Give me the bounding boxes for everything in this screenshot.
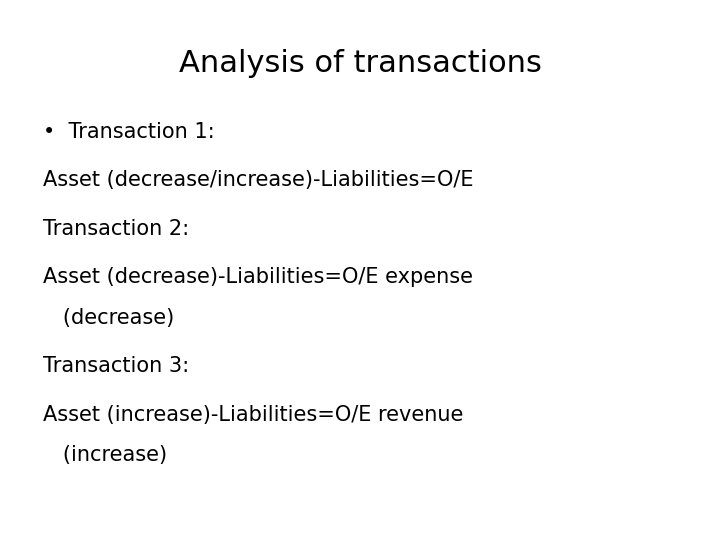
Text: Asset (increase)-Liabilities=O/E revenue: Asset (increase)-Liabilities=O/E revenue bbox=[43, 405, 464, 425]
Text: Transaction 2:: Transaction 2: bbox=[43, 219, 189, 239]
Text: (decrease): (decrease) bbox=[43, 308, 174, 328]
Text: Analysis of transactions: Analysis of transactions bbox=[179, 49, 541, 78]
Text: (increase): (increase) bbox=[43, 446, 167, 465]
Text: Transaction 3:: Transaction 3: bbox=[43, 356, 189, 376]
Text: •  Transaction 1:: • Transaction 1: bbox=[43, 122, 215, 141]
Text: Asset (decrease)-Liabilities=O/E expense: Asset (decrease)-Liabilities=O/E expense bbox=[43, 267, 473, 287]
Text: Asset (decrease/increase)-Liabilities=O/E: Asset (decrease/increase)-Liabilities=O/… bbox=[43, 170, 474, 190]
